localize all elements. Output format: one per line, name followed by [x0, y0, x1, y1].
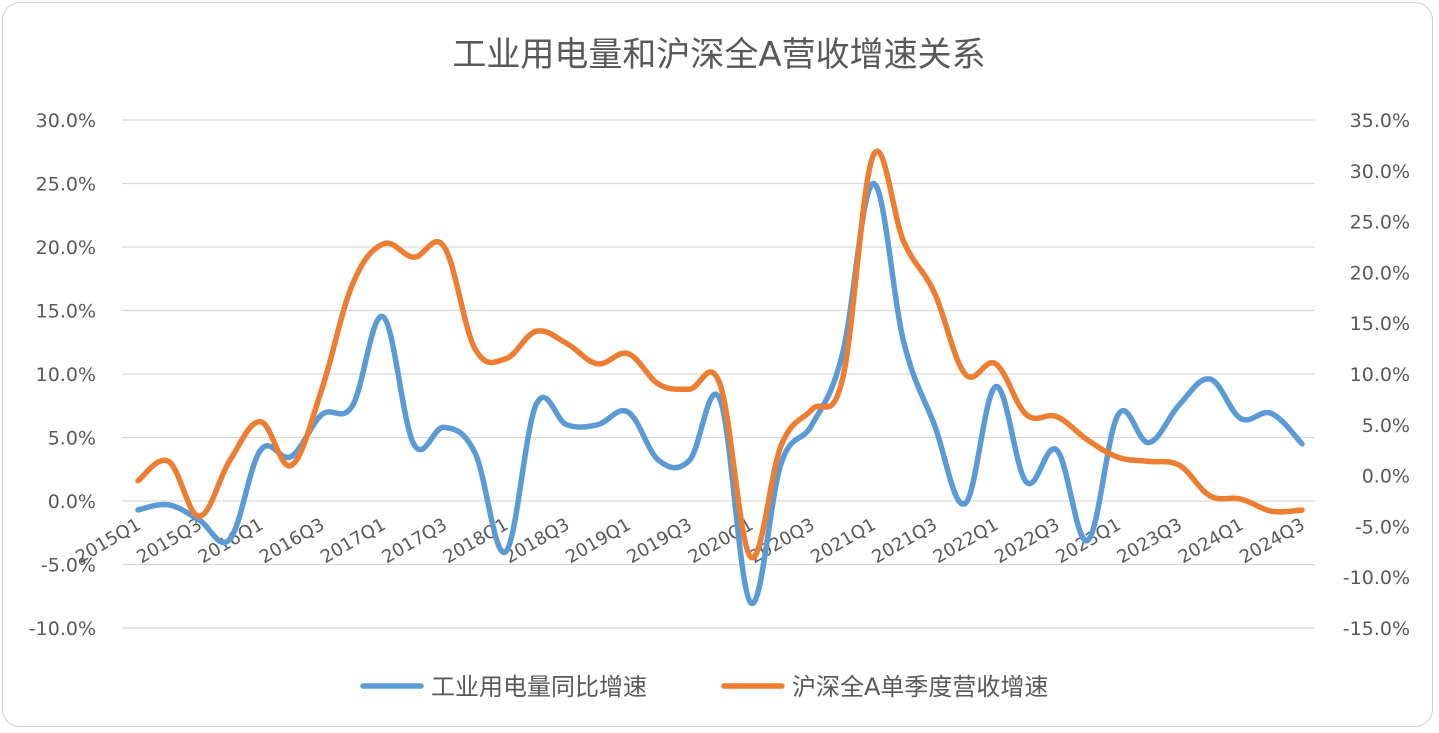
left-y-tick-label: -5.0%: [41, 555, 96, 577]
left-y-tick-label: 20.0%: [36, 237, 96, 259]
left-y-tick-label: 0.0%: [48, 491, 96, 513]
left-y-tick-label: 30.0%: [36, 110, 96, 132]
x-tick-label: 2020Q3: [746, 514, 818, 568]
x-tick-label: 2024Q1: [1175, 514, 1247, 568]
right-y-tick-label: -10.0%: [1343, 567, 1410, 589]
x-tick-label: 2019Q1: [562, 514, 634, 568]
x-tick-label: 2021Q1: [807, 514, 879, 568]
x-tick-label: 2023Q3: [1114, 514, 1186, 568]
left-y-tick-label: 25.0%: [36, 174, 96, 196]
x-tick-label: 2018Q1: [440, 514, 512, 568]
right-y-tick-label: 30.0%: [1350, 161, 1410, 183]
x-axis: 2015Q12015Q32016Q12016Q32017Q12017Q32018…: [72, 514, 1308, 568]
right-y-tick-label: 10.0%: [1350, 364, 1410, 386]
right-y-tick-label: 25.0%: [1350, 212, 1410, 234]
x-tick-label: 2016Q3: [256, 514, 328, 568]
right-y-tick-label: 0.0%: [1362, 466, 1410, 488]
left-y-axis: -10.0% -5.0% 0.0% 5.0% 10.0% 15.0% 20.0% 25.0% 3…: [29, 110, 96, 640]
left-y-tick-label: -10.0%: [29, 618, 96, 640]
chart-title: 工业用电量和沪深全A营收增速关系: [452, 35, 985, 75]
right-y-axis: -15.0% -10.0% -5.0% 0.0% 5.0% 10.0% 15.0% 20.0%…: [1343, 110, 1410, 640]
legend-label: 沪深全A单季度营收增速: [792, 673, 1048, 701]
right-y-tick-label: -15.0%: [1343, 618, 1410, 640]
x-tick-label: 2024Q3: [1236, 514, 1308, 568]
series-line-industrial-power: [135, 180, 1305, 606]
left-y-tick-label: 10.0%: [36, 364, 96, 386]
x-tick-label: 2021Q3: [869, 514, 941, 568]
legend-label: 工业用电量同比增速: [431, 673, 647, 701]
x-tick-label: 2017Q3: [378, 514, 450, 568]
legend: 工业用电量同比增速 沪深全A单季度营收增速: [360, 673, 1048, 701]
right-y-tick-label: 15.0%: [1350, 313, 1410, 335]
left-y-tick-label: 15.0%: [36, 301, 96, 323]
x-tick-label: 2017Q1: [317, 514, 389, 568]
right-y-tick-label: 20.0%: [1350, 262, 1410, 284]
gridlines: [122, 119, 1315, 629]
x-tick-label: 2022Q1: [930, 514, 1002, 568]
series-line-a-share-revenue: [135, 148, 1305, 561]
series-lines: [135, 148, 1305, 606]
right-y-tick-label: 5.0%: [1362, 415, 1410, 437]
x-tick-label: 2015Q1: [72, 514, 144, 568]
right-y-tick-label: -5.0%: [1355, 516, 1410, 538]
right-y-tick-label: 35.0%: [1350, 110, 1410, 132]
x-tick-label: 2015Q3: [133, 514, 205, 568]
x-tick-label: 2019Q3: [624, 514, 696, 568]
x-tick-label: 2022Q3: [991, 514, 1063, 568]
left-y-tick-label: 5.0%: [48, 428, 96, 450]
